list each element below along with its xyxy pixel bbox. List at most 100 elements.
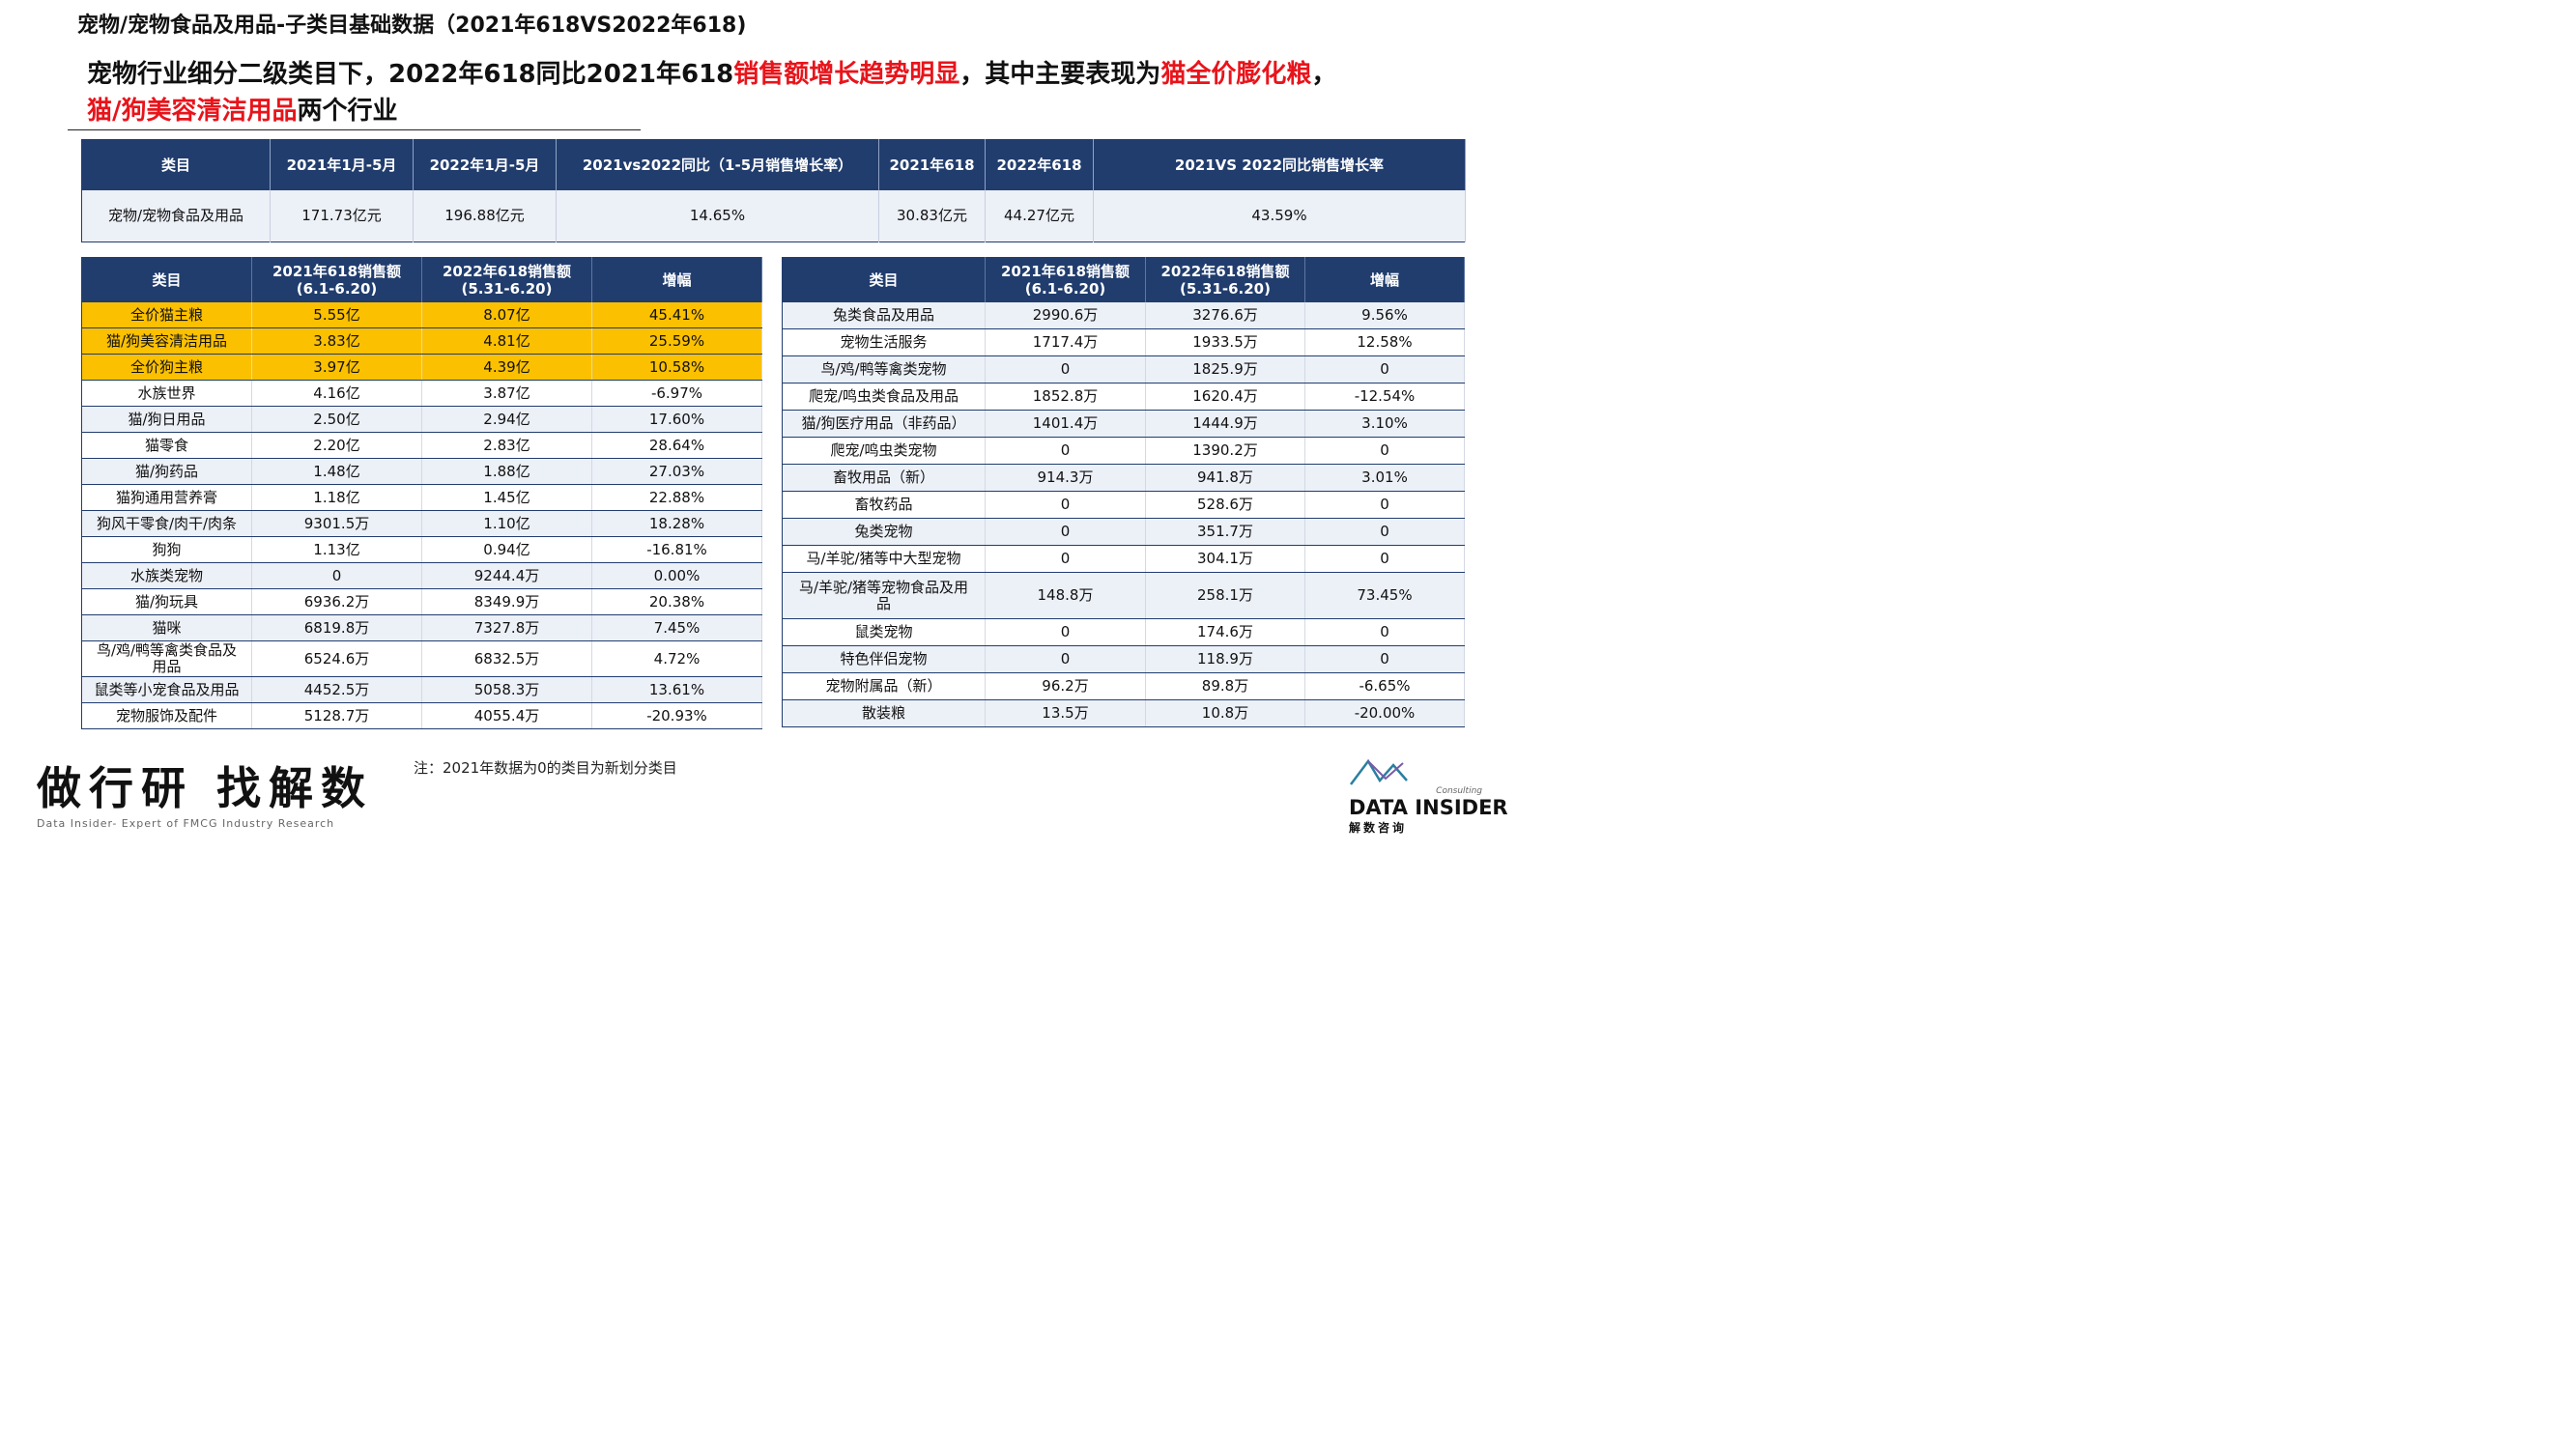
table-row: 鼠类等小宠食品及用品 4452.5万 5058.3万 13.61% xyxy=(81,676,762,703)
table-cell: 196.88亿元 xyxy=(413,190,557,242)
table-cell: 914.3万 xyxy=(985,464,1146,492)
table-cell: 174.6万 xyxy=(1145,618,1305,646)
table-cell: 1825.9万 xyxy=(1145,355,1305,384)
table-row: 全价狗主粮 3.97亿 4.39亿 10.58% xyxy=(81,354,762,381)
table-cell: 1.88亿 xyxy=(421,458,592,485)
table-row: 特色伴侣宠物 0 118.9万 0 xyxy=(782,645,1465,673)
table-cell: 0 xyxy=(1304,545,1465,573)
table-cell: 宠物服饰及配件 xyxy=(81,702,252,729)
column-header: 增幅 xyxy=(1304,257,1465,302)
table-header-row: 类目 2021年618销售额 (6.1-6.20) 2022年618销售额 (5.31-… xyxy=(782,257,1465,302)
table-cell: 2.83亿 xyxy=(421,432,592,459)
table-cell: 1.18亿 xyxy=(251,484,422,511)
table-cell: 2990.6万 xyxy=(985,302,1146,329)
table-cell: 8349.9万 xyxy=(421,588,592,615)
table-cell: 爬宠/鸣虫类宠物 xyxy=(782,437,986,465)
table-row: 畜牧药品 0 528.6万 0 xyxy=(782,491,1465,519)
column-header: 类目 xyxy=(782,257,986,302)
page-title: 宠物/宠物食品及用品-子类目基础数据（2021年618VS2022年618) xyxy=(77,14,747,38)
table-cell: 0 xyxy=(1304,355,1465,384)
headline-text: ，其中主要表现为 xyxy=(959,60,1161,89)
table-cell: 猫/狗日用品 xyxy=(81,406,252,433)
table-cell: 1717.4万 xyxy=(985,328,1146,356)
column-header: 类目 xyxy=(81,257,252,302)
table-row: 宠物服饰及配件 5128.7万 4055.4万 -20.93% xyxy=(81,702,762,729)
table-cell: 猫狗通用营养膏 xyxy=(81,484,252,511)
table-cell: 1852.8万 xyxy=(985,383,1146,411)
summary-header-row: 类目 2021年1月-5月 2022年1月-5月 2021vs2022同比（1-… xyxy=(81,139,1466,190)
table-row: 散装粮 13.5万 10.8万 -20.00% xyxy=(782,699,1465,727)
table-cell: 8.07亿 xyxy=(421,302,592,328)
table-cell: 1.10亿 xyxy=(421,510,592,537)
table-row: 鼠类宠物 0 174.6万 0 xyxy=(782,618,1465,646)
table-cell: 171.73亿元 xyxy=(270,190,414,242)
table-cell: 7327.8万 xyxy=(421,614,592,641)
table-cell: 13.61% xyxy=(591,676,762,703)
table-cell: 0 xyxy=(985,645,1146,673)
table-cell: 爬宠/鸣虫类食品及用品 xyxy=(782,383,986,411)
table-cell: 6819.8万 xyxy=(251,614,422,641)
table-row: 马/羊驼/猪等宠物食品及用品 148.8万 258.1万 73.45% xyxy=(782,572,1465,619)
table-cell: 96.2万 xyxy=(985,672,1146,700)
table-cell: 0 xyxy=(985,518,1146,546)
table-cell: 畜牧药品 xyxy=(782,491,986,519)
brand-slogan: 做行研 找解数 Data Insider- Expert of FMCG Ind… xyxy=(37,761,373,830)
table-cell: 941.8万 xyxy=(1145,464,1305,492)
table-cell: 4452.5万 xyxy=(251,676,422,703)
table-cell: 宠物附属品（新） xyxy=(782,672,986,700)
table-cell: 特色伴侣宠物 xyxy=(782,645,986,673)
table-cell: 73.45% xyxy=(1304,572,1465,619)
table-cell: 5128.7万 xyxy=(251,702,422,729)
table-cell: 0 xyxy=(1304,618,1465,646)
table-cell: 兔类食品及用品 xyxy=(782,302,986,329)
table-row: 猫/狗美容清洁用品 3.83亿 4.81亿 25.59% xyxy=(81,327,762,355)
table-cell: 0 xyxy=(251,562,422,589)
table-cell: 6832.5万 xyxy=(421,640,592,677)
table-cell: 10.58% xyxy=(591,354,762,381)
table-cell: 狗狗 xyxy=(81,536,252,563)
logo-name: DATA INSIDER xyxy=(1349,796,1508,819)
table-cell: 2.50亿 xyxy=(251,406,422,433)
table-cell: 3.83亿 xyxy=(251,327,422,355)
table-cell: 鸟/鸡/鸭等禽类食品及 用品 xyxy=(81,640,252,677)
table-cell: 宠物生活服务 xyxy=(782,328,986,356)
table-row: 狗狗 1.13亿 0.94亿 -16.81% xyxy=(81,536,762,563)
table-cell: 鸟/鸡/鸭等禽类宠物 xyxy=(782,355,986,384)
table-cell: 马/羊驼/猪等宠物食品及用品 xyxy=(782,572,986,619)
table-row: 兔类食品及用品 2990.6万 3276.6万 9.56% xyxy=(782,302,1465,329)
table-cell: 0 xyxy=(985,545,1146,573)
table-cell: 兔类宠物 xyxy=(782,518,986,546)
table-cell: 猫/狗医疗用品（非药品） xyxy=(782,410,986,438)
table-cell: 9301.5万 xyxy=(251,510,422,537)
table-cell: 10.8万 xyxy=(1145,699,1305,727)
table-row: 猫零食 2.20亿 2.83亿 28.64% xyxy=(81,432,762,459)
headline-highlight: 销售额增长趋势明显 xyxy=(733,60,960,89)
table-cell: 17.60% xyxy=(591,406,762,433)
logo-consulting-text: Consulting xyxy=(1436,786,1482,796)
table-cell: 2.94亿 xyxy=(421,406,592,433)
table-cell: 0 xyxy=(985,618,1146,646)
logo-mark-icon xyxy=(1350,758,1408,785)
table-cell: 3.87亿 xyxy=(421,380,592,407)
table-cell: 散装粮 xyxy=(782,699,986,727)
table-cell: 0.00% xyxy=(591,562,762,589)
table-cell: 118.9万 xyxy=(1145,645,1305,673)
headline-highlight: 猫全价膨化粮 xyxy=(1160,60,1312,89)
table-cell: 28.64% xyxy=(591,432,762,459)
table-cell: 18.28% xyxy=(591,510,762,537)
table-cell: 3276.6万 xyxy=(1145,302,1305,329)
table-cell: -20.00% xyxy=(1304,699,1465,727)
table-cell: -6.65% xyxy=(1304,672,1465,700)
column-header: 2021vs2022同比（1-5月销售增长率） xyxy=(556,139,879,190)
table-row: 狗风干零食/肉干/肉条 9301.5万 1.10亿 18.28% xyxy=(81,510,762,537)
table-cell: 9.56% xyxy=(1304,302,1465,329)
column-header: 2021年618 xyxy=(878,139,986,190)
table-cell: 6524.6万 xyxy=(251,640,422,677)
table-cell: 5058.3万 xyxy=(421,676,592,703)
table-cell: 4.39亿 xyxy=(421,354,592,381)
table-cell: 30.83亿元 xyxy=(878,190,986,242)
table-cell: 2.20亿 xyxy=(251,432,422,459)
footnote: 注：2021年数据为0的类目为新划分类目 xyxy=(414,759,677,777)
table-row: 鸟/鸡/鸭等禽类宠物 0 1825.9万 0 xyxy=(782,355,1465,384)
table-cell: 148.8万 xyxy=(985,572,1146,619)
